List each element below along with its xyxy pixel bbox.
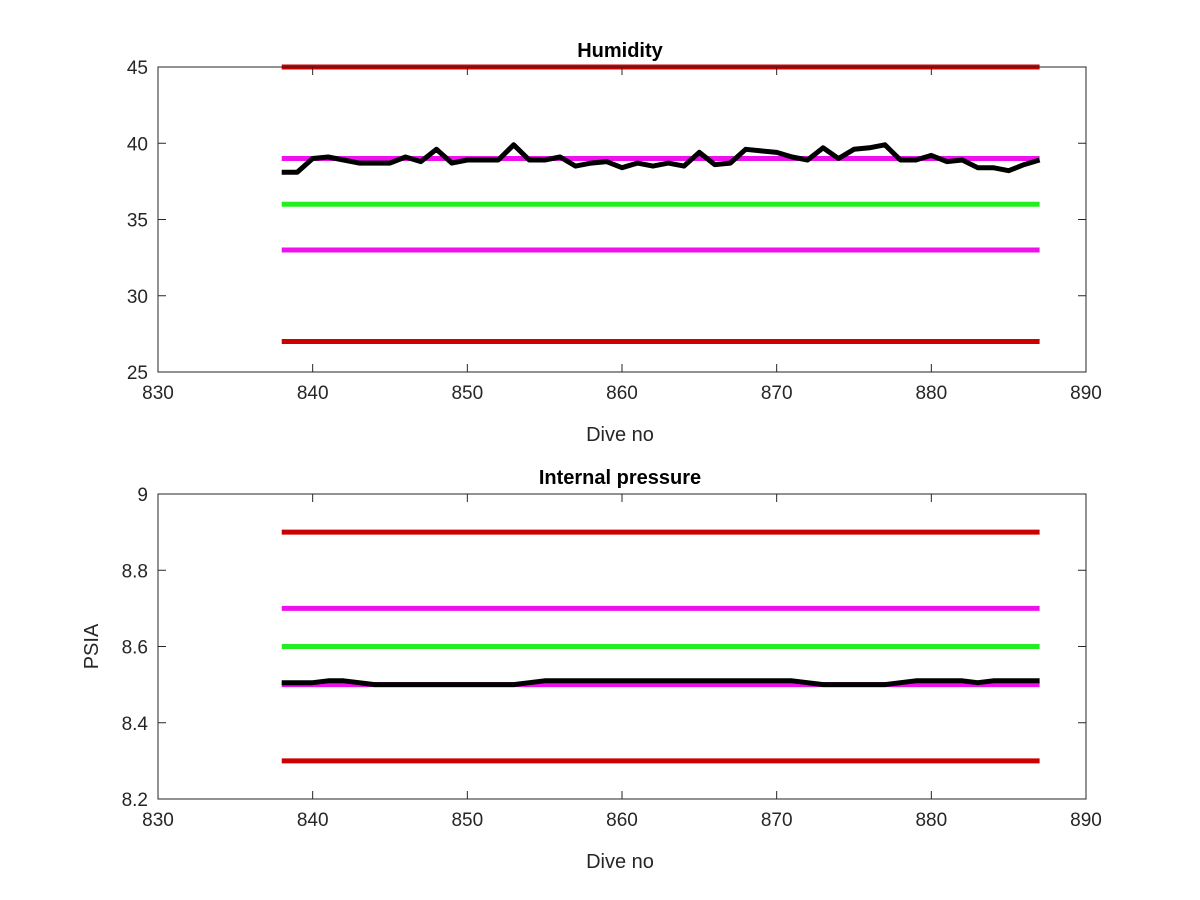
pressure-y-tick-label: 8.6 [122, 638, 148, 659]
humidity-series [281, 142, 1041, 175]
humidity-x-tick-label: 830 [142, 383, 174, 404]
humidity-x-tick-label: 870 [761, 383, 793, 404]
pressure-series-line-0 [281, 678, 1040, 688]
pressure-y-tick-label: 9 [137, 485, 148, 506]
humidity-ticks: 830 840 850 860 870 880 890 25 30 35 40 45 [127, 58, 1102, 404]
humidity-plot: 830 840 850 860 870 880 890 25 30 35 40 45 Humidity… [127, 40, 1102, 446]
pressure-x-tick-label: 880 [915, 810, 947, 831]
humidity-y-tick-label: 45 [127, 58, 148, 79]
humidity-chart-title: Humidity [577, 40, 663, 62]
humidity-y-tick-label: 40 [127, 134, 148, 155]
pressure-x-tick-label: 860 [606, 810, 638, 831]
pressure-x-tick-label: 850 [451, 810, 483, 831]
pressure-chart-title: Internal pressure [539, 467, 701, 489]
pressure-y-axis-label: PSIA [81, 623, 103, 669]
pressure-x-tick-label: 890 [1070, 810, 1102, 831]
humidity-x-tick-label: 860 [606, 383, 638, 404]
humidity-y-tick-label: 25 [127, 363, 148, 384]
pressure-x-tick-label: 830 [142, 810, 174, 831]
humidity-y-tick-label: 35 [127, 211, 148, 232]
humidity-y-tick-label: 30 [127, 287, 148, 308]
pressure-plot: 830 840 850 860 870 880 890 8.2 8.4 8.6 8.8 9 Inter… [81, 467, 1102, 873]
humidity-plot-area [158, 67, 1086, 372]
humidity-x-tick-label: 880 [915, 383, 947, 404]
humidity-x-axis-label: Dive no [586, 424, 654, 446]
humidity-x-tick-label: 840 [297, 383, 329, 404]
humidity-x-tick-label: 850 [451, 383, 483, 404]
pressure-series [281, 678, 1040, 688]
pressure-x-tick-label: 870 [761, 810, 793, 831]
pressure-y-tick-label: 8.8 [122, 561, 148, 582]
pressure-x-axis-label: Dive no [586, 851, 654, 873]
pressure-x-tick-label: 840 [297, 810, 329, 831]
pressure-y-tick-label: 8.2 [122, 790, 148, 811]
pressure-y-tick-label: 8.4 [122, 714, 149, 735]
humidity-x-tick-label: 890 [1070, 383, 1102, 404]
pressure-ticks: 830 840 850 860 870 880 890 8.2 8.4 8.6 8.8 9 [122, 485, 1102, 831]
humidity-series-line-0 [281, 142, 1041, 175]
